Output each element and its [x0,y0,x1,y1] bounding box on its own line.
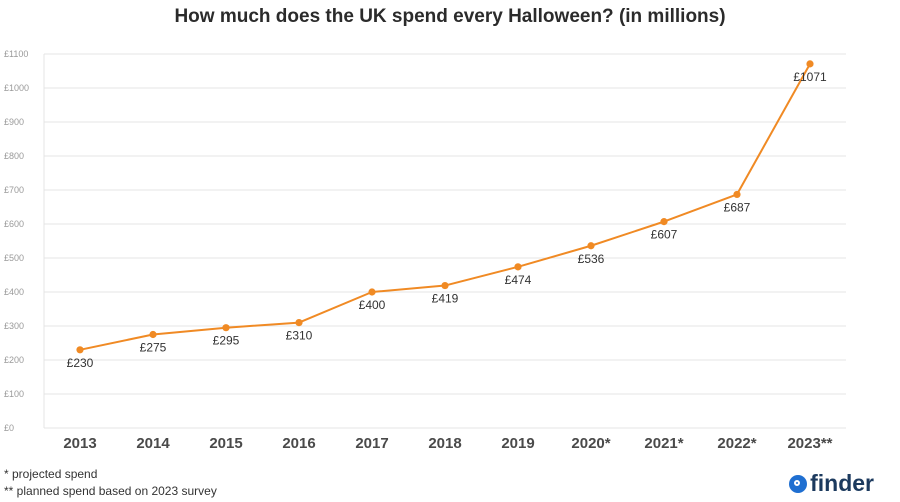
data-point [222,324,230,332]
y-tick-label: £600 [4,219,24,229]
y-tick-label: £500 [4,253,24,263]
x-tick-label: 2019 [501,435,534,452]
x-tick-label: 2015 [209,435,242,452]
y-tick-label: £300 [4,321,24,331]
x-tick-label: 2017 [355,435,388,452]
data-label: £419 [432,292,459,306]
y-tick-label: £800 [4,151,24,161]
x-tick-label: 2014 [136,435,170,452]
x-tick-label: 2021* [644,435,683,452]
y-tick-label: £900 [4,117,24,127]
x-tick-label: 2020* [571,435,610,452]
data-point [660,218,668,226]
data-point [441,281,449,290]
y-tick-label: £400 [4,287,24,297]
data-label: £230 [67,356,94,370]
data-label: £275 [140,341,167,355]
series-line [79,63,811,351]
y-tick-label: £700 [4,185,24,195]
brand-name: finder [810,470,874,496]
data-label: £607 [651,228,678,242]
data-label: £687 [724,200,751,214]
footnote-projected: * projected spend [4,467,98,481]
y-tick-label: £1100 [4,49,28,59]
data-point [76,346,84,354]
data-label: £295 [213,334,240,348]
data-label: £474 [505,273,532,287]
data-point [295,319,303,327]
x-tick-label: 2016 [282,435,315,452]
data-labels: £230 £275 £295 £310 £400 £419 £474 £536 £607 £687… [67,70,827,370]
y-axis-ticks: £0 £100 £200 £300 £400 £500 £600 £700 £800 £900 £1… [4,49,29,433]
data-point [514,263,522,271]
chart-title: How much does the UK spend every Hallowe… [174,6,726,27]
y-tick-label: £100 [4,389,24,399]
data-point [149,330,157,339]
y-tick-label: £1000 [4,83,29,93]
finder-logo-icon [789,474,808,493]
data-label: £536 [578,252,605,266]
series-line-halloween-spend [79,63,811,351]
finder-logo: finder [789,470,874,497]
y-tick-label: £200 [4,355,24,365]
data-label: £1071 [793,70,827,84]
grid-lines [43,53,846,429]
x-tick-label: 2022* [717,435,756,452]
footnote-planned: ** planned spend based on 2023 survey [4,484,217,498]
data-point [368,288,376,296]
data-point [806,60,814,68]
x-tick-label: 2018 [428,435,461,452]
data-label: £400 [359,298,386,312]
data-label: £310 [286,329,313,343]
x-tick-label: 2013 [63,435,96,452]
data-points [76,60,814,354]
x-axis-ticks: 2013 2014 2015 2016 2017 2018 2019 2020* 2021* 20… [63,435,832,452]
y-tick-label: £0 [4,423,14,433]
x-tick-label: 2023** [787,435,832,452]
data-point [733,190,741,199]
footnotes: * projected spend ** planned spend based… [4,466,217,500]
data-point [587,242,595,250]
